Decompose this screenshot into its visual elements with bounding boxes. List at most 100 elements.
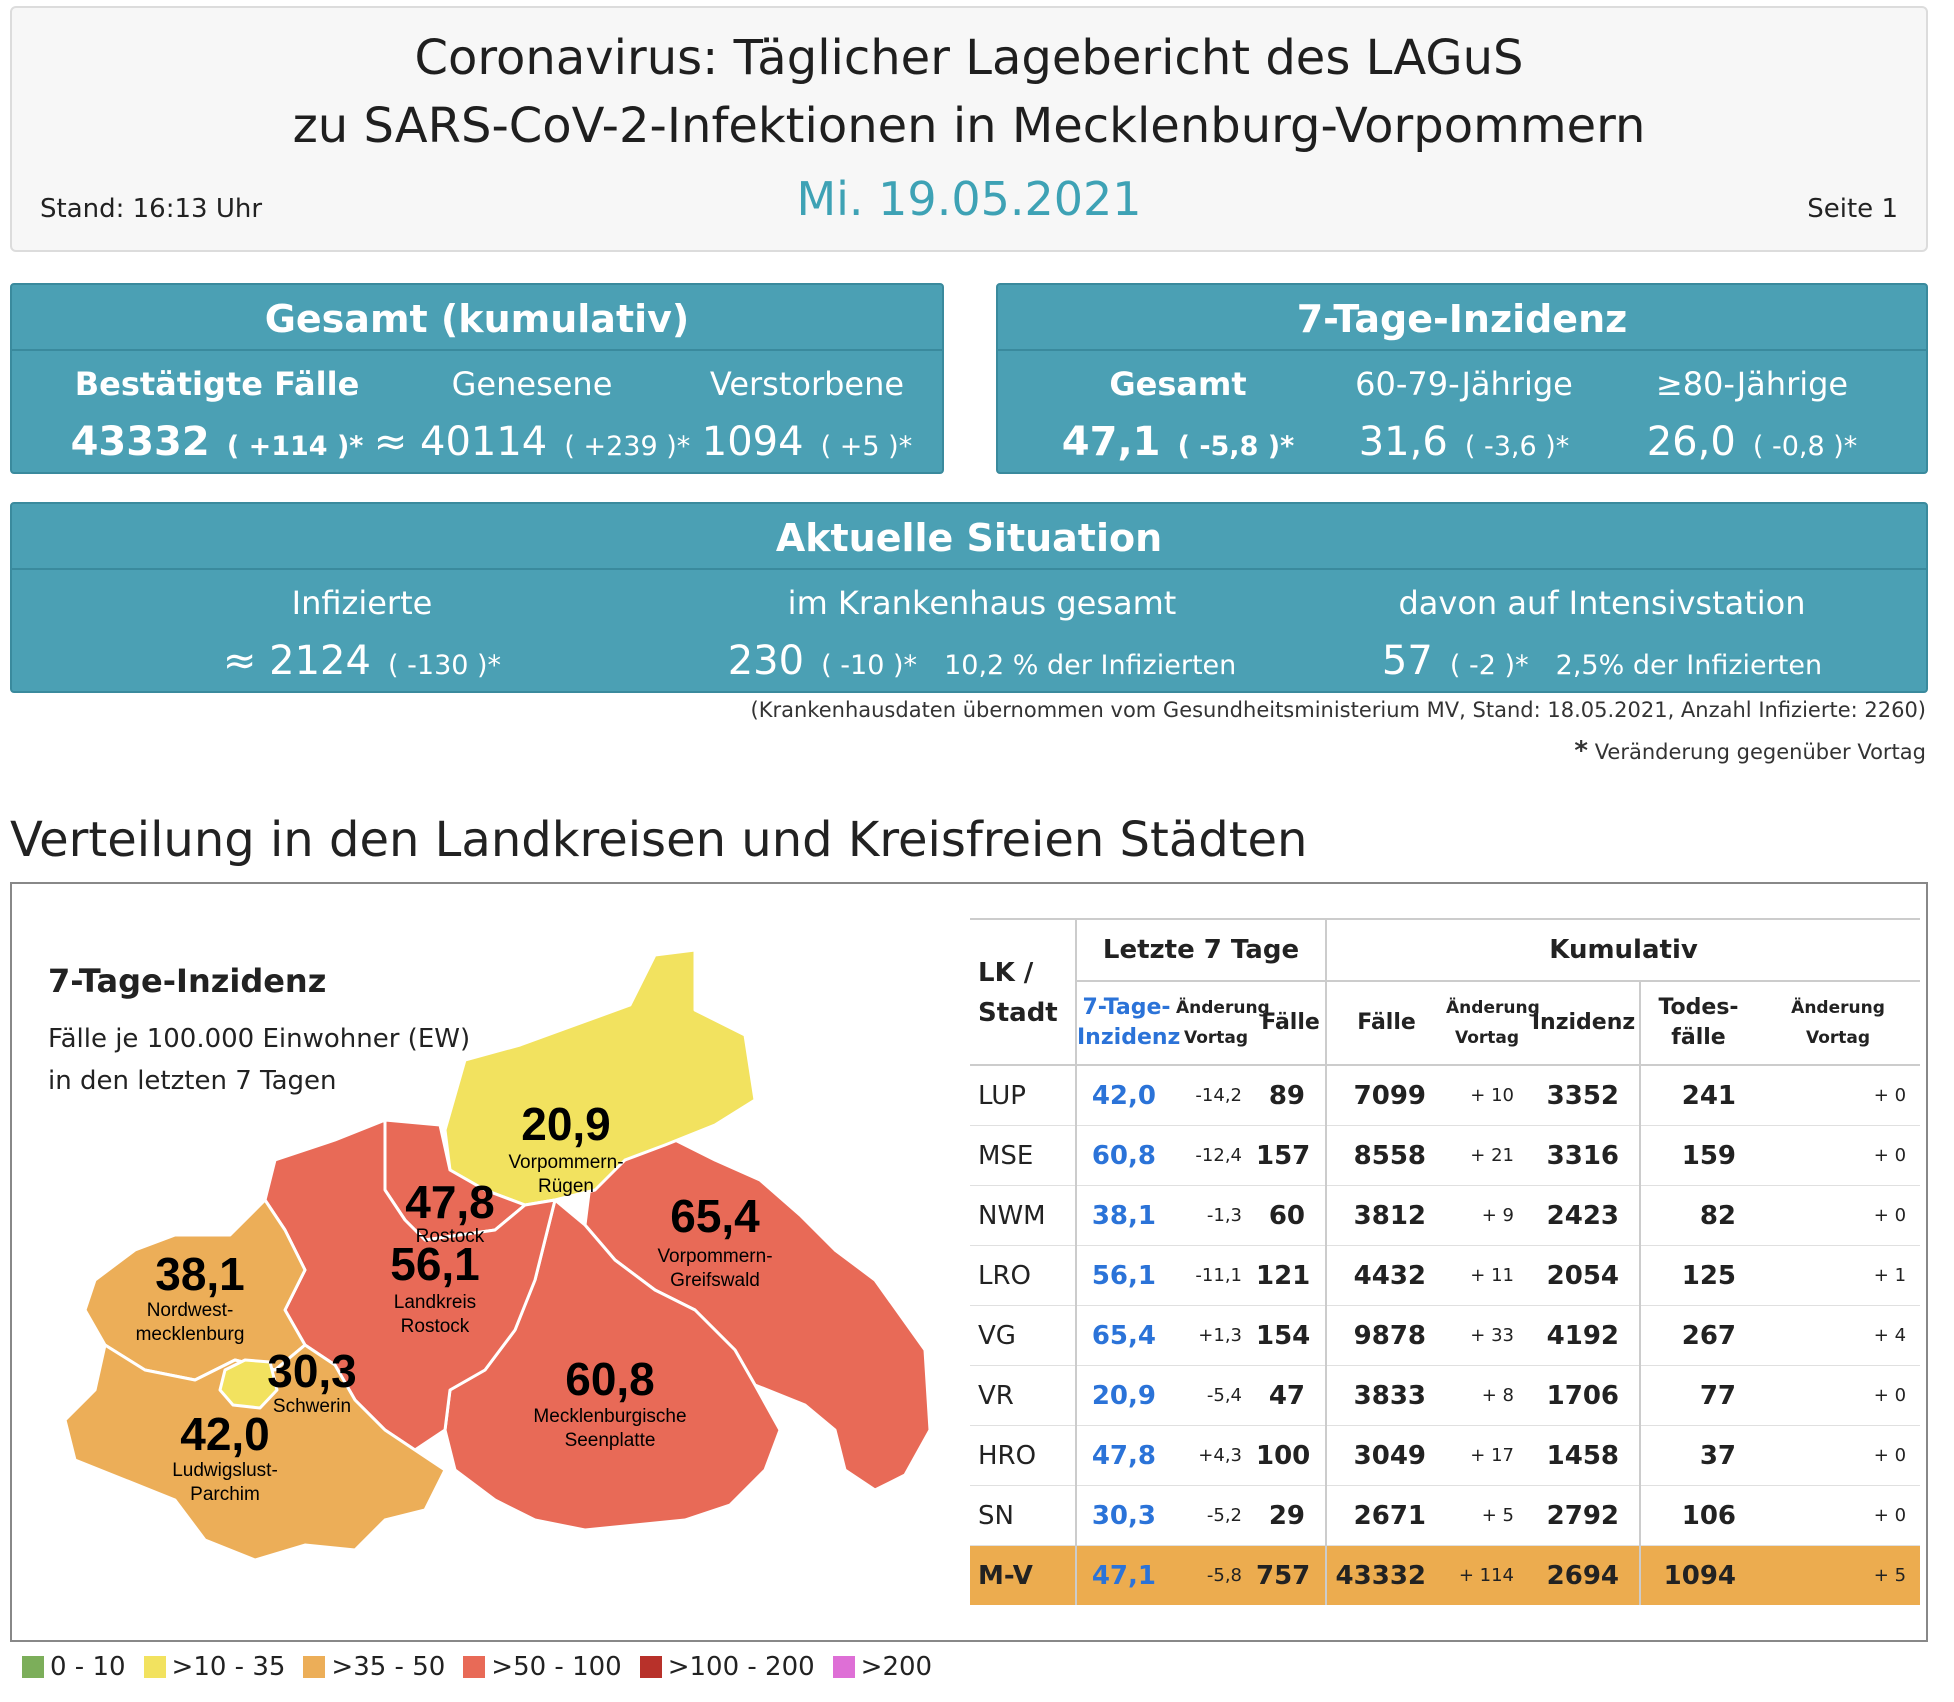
region-map: 20,9 Vorpommern- Rügen 47,8 Rostock 65,4…: [63, 950, 932, 1562]
table-row: VG 65,4 +1,3 154 9878 + 33 4192 267 + 4: [970, 1305, 1921, 1366]
th-tod-aenderung-line2: Vortag: [1806, 1028, 1871, 1048]
inzidenz-label-60-79: 60-79-Jährige: [1355, 365, 1573, 403]
gesamt-verstorbene: 1094 ( +5 )*: [652, 419, 962, 465]
cell-kum-delta: + 8: [1446, 1365, 1529, 1426]
gesamt-label-faelle: Bestätigte Fälle: [74, 365, 360, 403]
legend-label: >100 - 200: [667, 1652, 815, 1682]
table-row: VR 20,9 -5,4 47 3833 + 8 1706 77 + 0: [970, 1365, 1921, 1426]
cell-tod-delta: + 0: [1756, 1485, 1921, 1546]
inzidenz-60-79-value: 31,6: [1358, 419, 1448, 465]
inzidenz-gesamt-value: 47,1: [1061, 419, 1161, 465]
cell-kum-delta: + 9: [1446, 1185, 1529, 1246]
cell-kum-inzidenz: 4192: [1528, 1305, 1641, 1366]
legend-item: >200: [832, 1652, 932, 1682]
cell-tod-delta: + 0: [1756, 1185, 1921, 1246]
inzidenz-gesamt-delta: ( -5,8 )*: [1177, 431, 1295, 462]
table-row: LUP 42,0 -14,2 89 7099 + 10 3352 241 + 0: [970, 1065, 1921, 1126]
th-faelle: Fälle: [1256, 981, 1327, 1066]
map-label-mse-name1: Mecklenburgische: [533, 1406, 686, 1427]
th-todesfaelle-line2: fälle: [1671, 1025, 1726, 1050]
change-note-text: Veränderung gegenüber Vortag: [1594, 740, 1926, 764]
map-label-lro-name2: Rostock: [401, 1316, 470, 1337]
cell-kum-inzidenz: 1458: [1528, 1425, 1641, 1486]
cell-tod-delta: + 4: [1756, 1305, 1921, 1366]
table-row: LRO 56,1 -11,1 121 4432 + 11 2054 125 + 1: [970, 1245, 1921, 1306]
region-schwerin: [218, 1358, 279, 1410]
aktuell-intensiv-value: 57: [1381, 638, 1433, 684]
legend-swatch: [143, 1656, 166, 1678]
cell-kum-inzidenz: 3352: [1528, 1065, 1641, 1126]
legend-label: >35 - 50: [331, 1652, 446, 1682]
cell-kum-inzidenz: 1706: [1528, 1365, 1641, 1426]
map-label-sn-value: 30,3: [267, 1345, 357, 1397]
cell-tod-delta: + 5: [1756, 1545, 1921, 1605]
map-label-nwm-name2: mecklenburg: [136, 1324, 245, 1345]
inzidenz-80-value: 26,0: [1646, 419, 1736, 465]
cell-todesfaelle: 77: [1639, 1365, 1757, 1426]
panel-aktuell-title: Aktuelle Situation: [12, 504, 1926, 570]
map-label-vg-value: 65,4: [670, 1190, 760, 1242]
aktuell-infizierte-delta: ( -130 )*: [388, 650, 502, 681]
cell-inzidenz: 56,1: [1075, 1245, 1176, 1306]
cell-lk: HRO: [970, 1425, 1076, 1486]
cell-inzidenz-delta: +4,3: [1176, 1425, 1256, 1486]
th-group-last7: Letzte 7 Tage: [1074, 918, 1327, 982]
cell-todesfaelle: 241: [1639, 1065, 1757, 1126]
aktuell-label-intensiv: davon auf Intensivstation: [1398, 584, 1806, 622]
cell-faelle: 89: [1256, 1065, 1327, 1126]
th-aenderung-line2: Vortag: [1183, 1028, 1249, 1048]
th-lk-stadt: LK / Stadt: [970, 951, 1076, 1036]
distribution-box: [10, 882, 1928, 1642]
map-label-lup-name2: Parchim: [190, 1484, 260, 1505]
legend-item: >100 - 200: [639, 1652, 815, 1682]
cell-inzidenz-delta: -5,4: [1176, 1365, 1256, 1426]
cell-lk: NWM: [970, 1185, 1076, 1246]
th-inzidenz-line1: 7-Tage-: [1082, 995, 1171, 1020]
cell-inzidenz-delta: +1,3: [1176, 1305, 1256, 1366]
map-legend: 0 - 10 >10 - 35 >35 - 50 >50 - 100 >100 - 20…: [22, 1652, 938, 1682]
table-row: NWM 38,1 -1,3 60 3812 + 9 2423 82 + 0: [970, 1185, 1921, 1246]
table-row: HRO 47,8 +4,3 100 3049 + 17 1458 37 + 0: [970, 1425, 1921, 1486]
change-note: * Veränderung gegenüber Vortag: [1574, 736, 1926, 766]
map-label-mse-value: 60,8: [565, 1353, 655, 1405]
panel-gesamt-title: Gesamt (kumulativ): [12, 285, 942, 351]
th-todesfaelle-line1: Todes-: [1658, 995, 1739, 1020]
legend-label: >10 - 35: [171, 1652, 286, 1682]
cell-kum-inzidenz: 2792: [1528, 1485, 1641, 1546]
table-row: M-V 47,1 -5,8 757 43332 + 114 2694 1094 + 5: [970, 1545, 1921, 1605]
legend-item: 0 - 10: [22, 1652, 126, 1682]
gesamt-verstorbene-value: 1094: [701, 419, 804, 465]
cell-inzidenz: 20,9: [1075, 1365, 1176, 1426]
cell-kum-delta: + 21: [1446, 1125, 1529, 1186]
map-label-nwm-value: 38,1: [155, 1248, 245, 1300]
cell-faelle: 47: [1256, 1365, 1327, 1426]
th-kum-inzidenz: Inzidenz: [1528, 981, 1641, 1066]
report-stand-time: Stand: 16:13 Uhr: [40, 194, 263, 224]
map-label-lup-name1: Ludwigslust-: [172, 1460, 278, 1481]
report-page-number: Seite 1: [1807, 194, 1898, 224]
legend-swatch: [303, 1656, 326, 1678]
aktuell-krankenhaus-percent: 10,2 % der Infizierten: [944, 650, 1237, 681]
aktuell-infizierte-value: ≈ 2124: [222, 638, 371, 684]
hospital-data-note: (Krankenhausdaten übernommen vom Gesundh…: [750, 698, 1926, 722]
cell-inzidenz-delta: -1,3: [1176, 1185, 1256, 1246]
th-tod-aenderung: Änderung Vortag: [1756, 981, 1921, 1066]
cell-lk: LRO: [970, 1245, 1076, 1306]
cell-faelle: 157: [1256, 1125, 1327, 1186]
th-aenderung: Änderung Vortag: [1176, 981, 1270, 1066]
gesamt-faelle-delta: ( +114 )*: [226, 431, 364, 462]
cell-tod-delta: + 0: [1756, 1365, 1921, 1426]
th-lk-line1: LK /: [978, 957, 1034, 988]
cell-kum-faelle: 2671: [1325, 1485, 1447, 1546]
th-tod-aenderung-line1: Änderung: [1791, 998, 1885, 1018]
map-title: 7-Tage-Inzidenz: [48, 962, 327, 1000]
gesamt-faelle: 43332 ( +114 )*: [32, 419, 402, 465]
th-inzidenz: 7-Tage- Inzidenz: [1075, 981, 1180, 1066]
cell-kum-faelle: 3812: [1325, 1185, 1447, 1246]
cell-todesfaelle: 106: [1639, 1485, 1757, 1546]
map-label-vr-value: 20,9: [521, 1098, 611, 1150]
panel-inzidenz-title: 7-Tage-Inzidenz: [998, 285, 1926, 351]
legend-swatch: [22, 1656, 44, 1678]
map-label-vg-name1: Vorpommern-: [657, 1246, 772, 1267]
map-label-vg-name2: Greifswald: [670, 1270, 760, 1291]
